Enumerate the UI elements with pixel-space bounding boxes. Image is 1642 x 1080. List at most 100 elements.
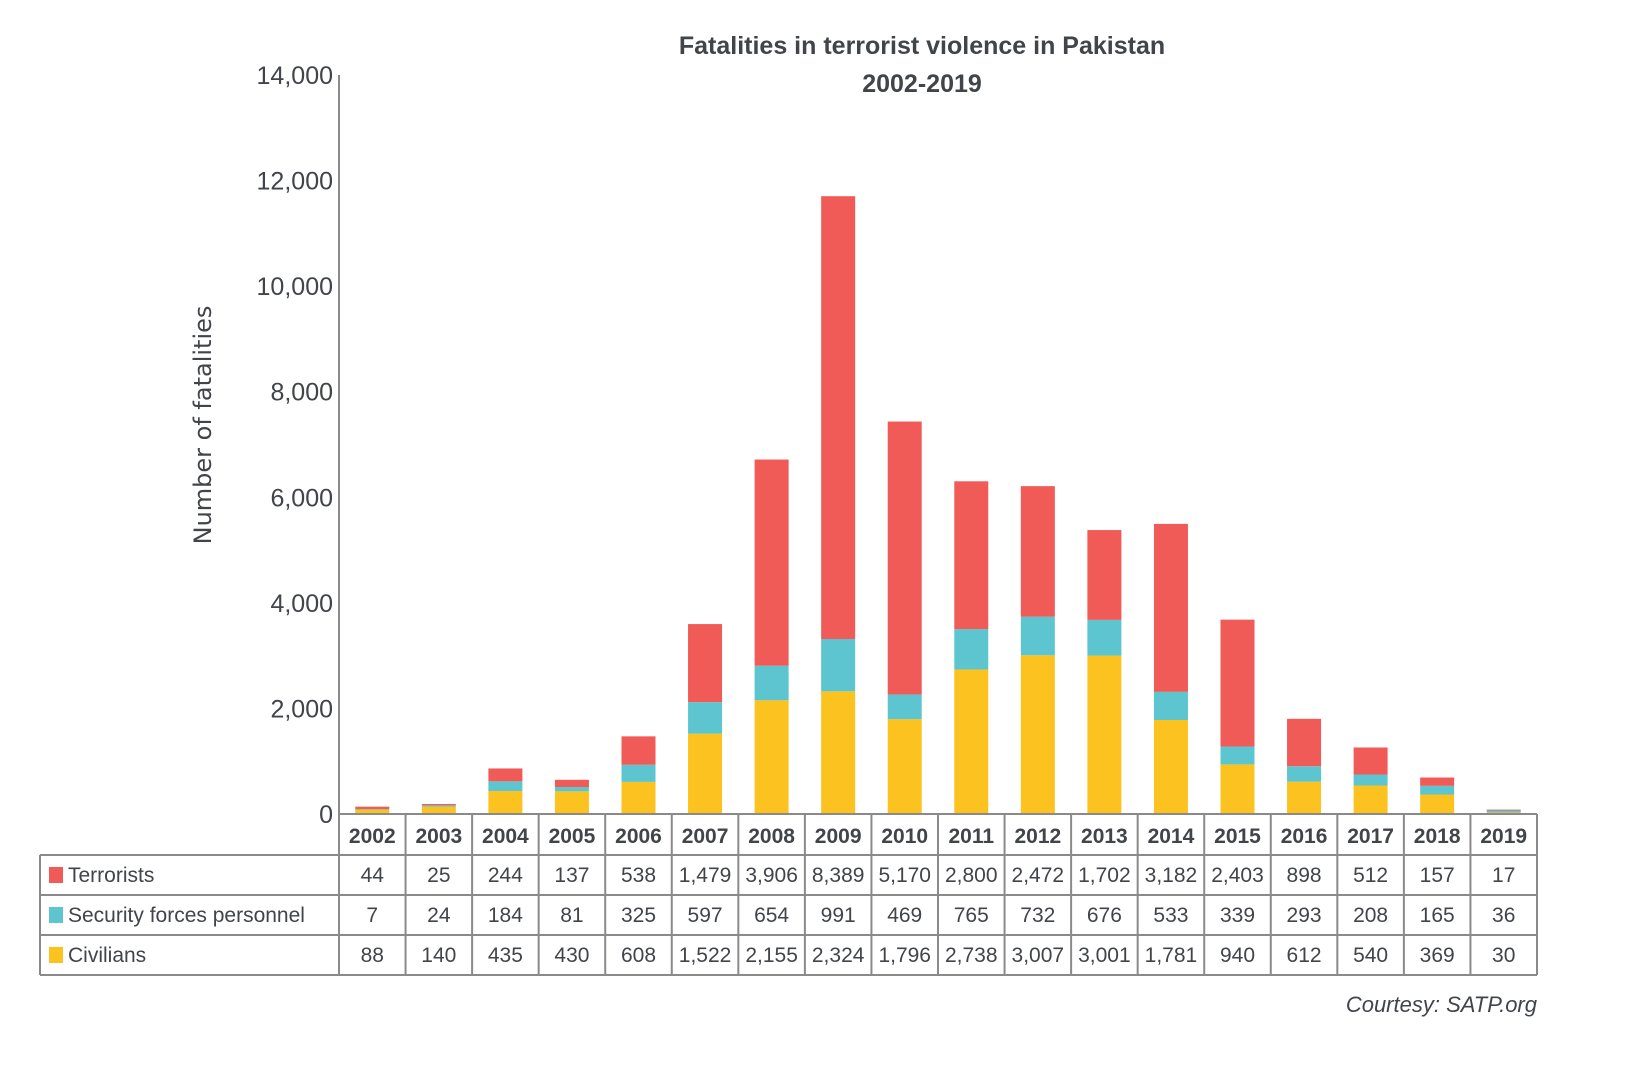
bar-segment-terrorists <box>554 779 589 788</box>
bar-segment-terrorists <box>355 806 390 809</box>
bar-stack-2010 <box>887 421 922 814</box>
bar-segment-security-forces-personnel <box>754 665 789 701</box>
legend-swatch <box>49 947 63 963</box>
bar-stack-2011 <box>954 481 989 814</box>
data-label: 2,155 <box>745 944 798 967</box>
bar-segment-terrorists <box>688 624 723 703</box>
x-tick-label: 2016 <box>1281 825 1328 848</box>
x-tick-label: 2004 <box>482 825 529 848</box>
bar-segment-security-forces-personnel <box>421 805 456 807</box>
bar-stack-2017 <box>1353 747 1388 814</box>
bar-stack-2007 <box>688 624 723 814</box>
data-label: 30 <box>1492 944 1515 967</box>
chart-title: Fatalities in terrorist violence in Paki… <box>679 32 1165 60</box>
data-label: 5,170 <box>878 864 931 887</box>
x-tick-label: 2019 <box>1480 825 1527 848</box>
bar-segment-civilians <box>1287 781 1322 814</box>
data-label: 3,906 <box>745 864 798 887</box>
data-label: 36 <box>1492 904 1515 927</box>
x-tick-label: 2018 <box>1414 825 1461 848</box>
x-tick-label: 2009 <box>815 825 862 848</box>
credit-text: Courtesy: SATP.org <box>1346 992 1538 1017</box>
bar-segment-civilians <box>1153 719 1188 814</box>
y-tick-label: 2,000 <box>270 695 333 723</box>
data-label: 44 <box>361 864 385 887</box>
bar-segment-terrorists <box>754 459 789 666</box>
data-label: 137 <box>554 864 589 887</box>
data-label: 430 <box>554 944 589 967</box>
y-tick-label: 10,000 <box>257 273 333 301</box>
bar-segment-security-forces-personnel <box>1087 619 1122 656</box>
bar-stack-2012 <box>1020 486 1055 814</box>
x-tick-label: 2007 <box>682 825 729 848</box>
bar-segment-terrorists <box>621 736 656 765</box>
bar-segment-terrorists <box>887 421 922 695</box>
legend-label: Civilians <box>68 944 146 967</box>
chart-subtitle: 2002-2019 <box>862 70 982 98</box>
bar-segment-terrorists <box>488 768 523 782</box>
bar-stack-2014 <box>1153 523 1188 814</box>
data-label: 1,479 <box>679 864 732 887</box>
bar-segment-civilians <box>754 700 789 814</box>
bar-segment-security-forces-personnel <box>488 781 523 792</box>
bar-segment-security-forces-personnel <box>1353 774 1388 786</box>
bar-stack-2016 <box>1287 718 1322 814</box>
data-label: 1,522 <box>679 944 732 967</box>
bar-segment-terrorists <box>1353 747 1388 775</box>
data-label: 732 <box>1020 904 1055 927</box>
data-label: 512 <box>1353 864 1388 887</box>
bar-segment-civilians <box>954 669 989 814</box>
y-tick-label: 0 <box>319 801 333 829</box>
bar-segment-security-forces-personnel <box>688 702 723 734</box>
data-label: 157 <box>1420 864 1455 887</box>
x-tick-label: 2008 <box>748 825 795 848</box>
bar-segment-security-forces-personnel <box>1287 766 1322 782</box>
bar-segment-terrorists <box>821 196 856 640</box>
bar-segment-civilians <box>488 791 523 814</box>
data-label: 2,800 <box>945 864 998 887</box>
data-label: 597 <box>688 904 723 927</box>
data-table: 2002 2003 2004 2005 2006 2007 2008 2009 2010 2011… <box>39 813 1538 976</box>
bar-segment-civilians <box>688 733 723 814</box>
bar-stack-2009 <box>821 196 856 814</box>
bar-segment-terrorists <box>1287 718 1322 767</box>
data-label: 293 <box>1287 904 1322 927</box>
data-label: 325 <box>621 904 656 927</box>
legend-label: Security forces personnel <box>68 904 305 927</box>
data-label: 435 <box>488 944 523 967</box>
data-label: 898 <box>1287 864 1322 887</box>
x-tick-label: 2015 <box>1214 825 1261 848</box>
bar-stack-2008 <box>754 459 789 814</box>
bar-segment-civilians <box>1020 655 1055 814</box>
data-label: 184 <box>488 904 523 927</box>
data-label: 165 <box>1420 904 1455 927</box>
data-label: 676 <box>1087 904 1122 927</box>
bar-stack-2003 <box>421 804 456 814</box>
y-tick-label: 12,000 <box>257 168 333 196</box>
data-label: 7 <box>366 904 378 927</box>
bar-segment-terrorists <box>1153 523 1188 692</box>
y-tick-label: 4,000 <box>270 590 333 618</box>
data-label: 369 <box>1420 944 1455 967</box>
data-label: 140 <box>421 944 456 967</box>
bar-stack-2005 <box>554 779 589 814</box>
legend-swatch <box>49 907 63 923</box>
bar-stack-2018 <box>1420 777 1455 814</box>
data-label: 244 <box>488 864 523 887</box>
bar-segment-civilians <box>355 809 390 814</box>
bar-segment-terrorists <box>1087 530 1122 620</box>
x-tick-label: 2014 <box>1148 825 1195 848</box>
bar-segment-security-forces-personnel <box>821 639 856 692</box>
legend-label: Terrorists <box>68 864 154 887</box>
data-label: 1,796 <box>878 944 931 967</box>
bar-segment-security-forces-personnel <box>554 787 589 792</box>
data-label: 88 <box>361 944 384 967</box>
bar-segment-security-forces-personnel <box>1020 616 1055 656</box>
bar-segment-civilians <box>421 806 456 814</box>
data-label: 540 <box>1353 944 1388 967</box>
data-label: 3,001 <box>1078 944 1131 967</box>
bar-segment-security-forces-personnel <box>1420 785 1455 795</box>
data-label: 24 <box>427 904 451 927</box>
bar-segment-terrorists <box>1020 486 1055 617</box>
x-tick-label: 2003 <box>415 825 462 848</box>
